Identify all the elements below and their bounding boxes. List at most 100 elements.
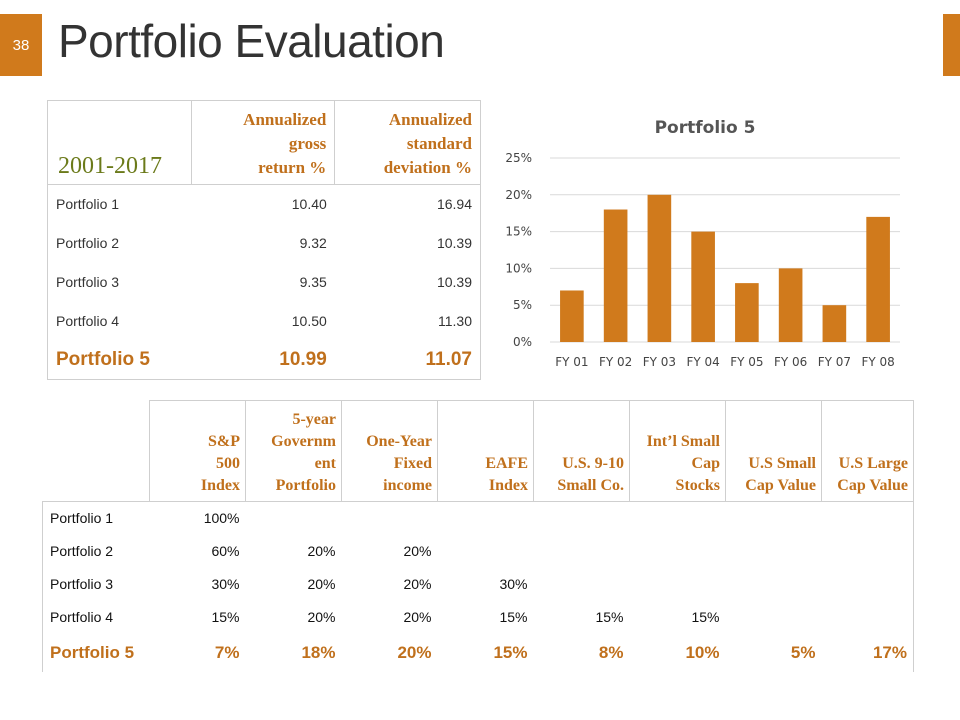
table-row: Portfolio 4 15% 20% 20% 15% 15% 15%: [42, 600, 914, 634]
allocation-cell: 5%: [790, 642, 816, 662]
allocation-cell: 20%: [397, 642, 432, 662]
allocation-cell: 60%: [211, 543, 240, 559]
portfolio-name: Portfolio 2: [47, 223, 192, 263]
stdev-header-line: Annualized: [388, 110, 472, 129]
allocation-cell: [821, 567, 914, 601]
allocation-cell: [341, 501, 438, 535]
stdev-value: 11.30: [334, 301, 481, 341]
portfolio-name: Portfolio 5: [42, 633, 150, 672]
return-header-line: gross: [288, 134, 327, 153]
y-tick-label: 5%: [513, 298, 532, 312]
bar: [647, 194, 672, 342]
y-tick-label: 15%: [505, 225, 532, 239]
allocation-cell: 30%: [211, 576, 240, 592]
stdev-value: 10.39: [334, 223, 481, 263]
portfolio-name: Portfolio 4: [42, 600, 150, 634]
table-row: Portfolio 2 9.32 10.39: [47, 223, 481, 263]
bar: [603, 209, 628, 342]
stdev-value: 11.07: [334, 340, 481, 380]
x-tick-label: FY 08: [861, 355, 894, 369]
return-header-line: Annualized: [243, 110, 327, 129]
slide-number-badge: 38: [0, 14, 42, 76]
allocation-cell: 15%: [499, 609, 528, 625]
allocation-cell: [726, 535, 822, 568]
allocation-cell: 20%: [307, 576, 336, 592]
allocation-cell: [821, 534, 914, 568]
allocation-cell: 15%: [493, 642, 528, 662]
corner-accent-bar: [943, 14, 960, 76]
portfolio-name: Portfolio 3: [42, 567, 150, 601]
return-header: Annualized gross return %: [190, 100, 336, 185]
allocation-header-row: S&P 500 Index 5-year Governm ent Portfolio One-…: [42, 400, 914, 502]
asset-class-header-line: Fixed: [393, 455, 432, 472]
table-row: Portfolio 3 9.35 10.39: [47, 262, 481, 302]
y-tick-label: 25%: [505, 151, 532, 165]
x-tick-label: FY 04: [686, 355, 719, 369]
blank-header: [42, 400, 150, 502]
allocation-cell: 20%: [307, 543, 336, 559]
allocation-cell: [534, 568, 630, 601]
asset-class-header-line: Index: [488, 477, 528, 494]
asset-class-header-line: S&P: [208, 433, 240, 450]
bar: [560, 290, 584, 342]
bar: [735, 283, 759, 342]
allocation-cell: 15%: [211, 609, 240, 625]
allocation-cell: [438, 535, 534, 568]
asset-class-header-line: U.S Large: [838, 455, 908, 472]
asset-class-header: 5-year Governm ent Portfolio: [245, 400, 342, 502]
slide-number: 38: [12, 36, 30, 54]
asset-class-header-line: Int’l Small: [646, 433, 720, 450]
table-row-highlight: Portfolio 5 7% 18% 20% 15% 8% 10% 5% 17%: [42, 633, 914, 672]
bar: [866, 216, 890, 342]
allocation-cell: 20%: [403, 543, 432, 559]
asset-class-header-line: 5-year: [292, 411, 336, 428]
portfolio-name: Portfolio 1: [47, 184, 192, 224]
table-row: Portfolio 4 10.50 11.30: [47, 301, 481, 341]
y-tick-label: 20%: [505, 188, 532, 202]
allocation-cell: 20%: [403, 609, 432, 625]
asset-class-header-line: 500: [216, 455, 240, 472]
page-title: Portfolio Evaluation: [58, 15, 445, 67]
allocation-cell: [534, 535, 630, 568]
summary-header-row: 2001-2017 Annualized gross return % Annu…: [47, 100, 481, 185]
allocation-cell: [726, 601, 822, 634]
return-value: 10.99: [191, 340, 335, 380]
asset-class-header-line: ent: [314, 455, 336, 472]
table-row: Portfolio 2 60% 20% 20%: [42, 534, 914, 568]
asset-class-header: S&P 500 Index: [149, 400, 246, 502]
asset-class-header-line: U.S Small: [748, 455, 816, 472]
bar: [691, 231, 715, 342]
period-header: 2001-2017: [47, 100, 192, 185]
allocation-cell: [630, 535, 726, 568]
allocation-cell: [821, 501, 914, 535]
asset-class-header: EAFE Index: [437, 400, 534, 502]
asset-class-header-line: Cap: [691, 455, 720, 472]
asset-class-header-line: Cap Value: [745, 477, 816, 494]
asset-class-header-line: One-Year: [366, 433, 432, 450]
allocation-cell: 7%: [214, 642, 240, 662]
portfolio-name: Portfolio 3: [47, 262, 192, 302]
asset-class-header-line: Cap Value: [837, 477, 908, 494]
allocation-cell: [245, 501, 342, 535]
y-tick-label: 10%: [505, 261, 532, 275]
portfolio-name: Portfolio 2: [42, 534, 150, 568]
asset-class-header: One-Year Fixed income: [341, 400, 438, 502]
x-tick-label: FY 03: [643, 355, 676, 369]
asset-class-header-line: Stocks: [675, 477, 720, 494]
allocation-cell: [629, 501, 726, 535]
return-value: 9.32: [299, 235, 327, 251]
table-row-highlight: Portfolio 5 10.99 11.07: [47, 340, 481, 380]
allocation-cell: 10%: [685, 642, 720, 662]
allocation-cell: [821, 600, 914, 634]
table-row: Portfolio 3 30% 20% 20% 30%: [42, 567, 914, 601]
allocation-cell: 100%: [149, 501, 246, 535]
allocation-cell: 18%: [301, 642, 336, 662]
bar: [822, 305, 847, 342]
asset-class-header-line: Small Co.: [557, 477, 624, 494]
allocation-cell: 30%: [499, 576, 528, 592]
y-tick-label: 0%: [513, 335, 532, 349]
portfolio-name: Portfolio 1: [42, 501, 150, 535]
return-header-line: return %: [258, 158, 327, 177]
portfolio-name: Portfolio 4: [47, 301, 192, 341]
stdev-header-line: deviation %: [383, 158, 472, 177]
